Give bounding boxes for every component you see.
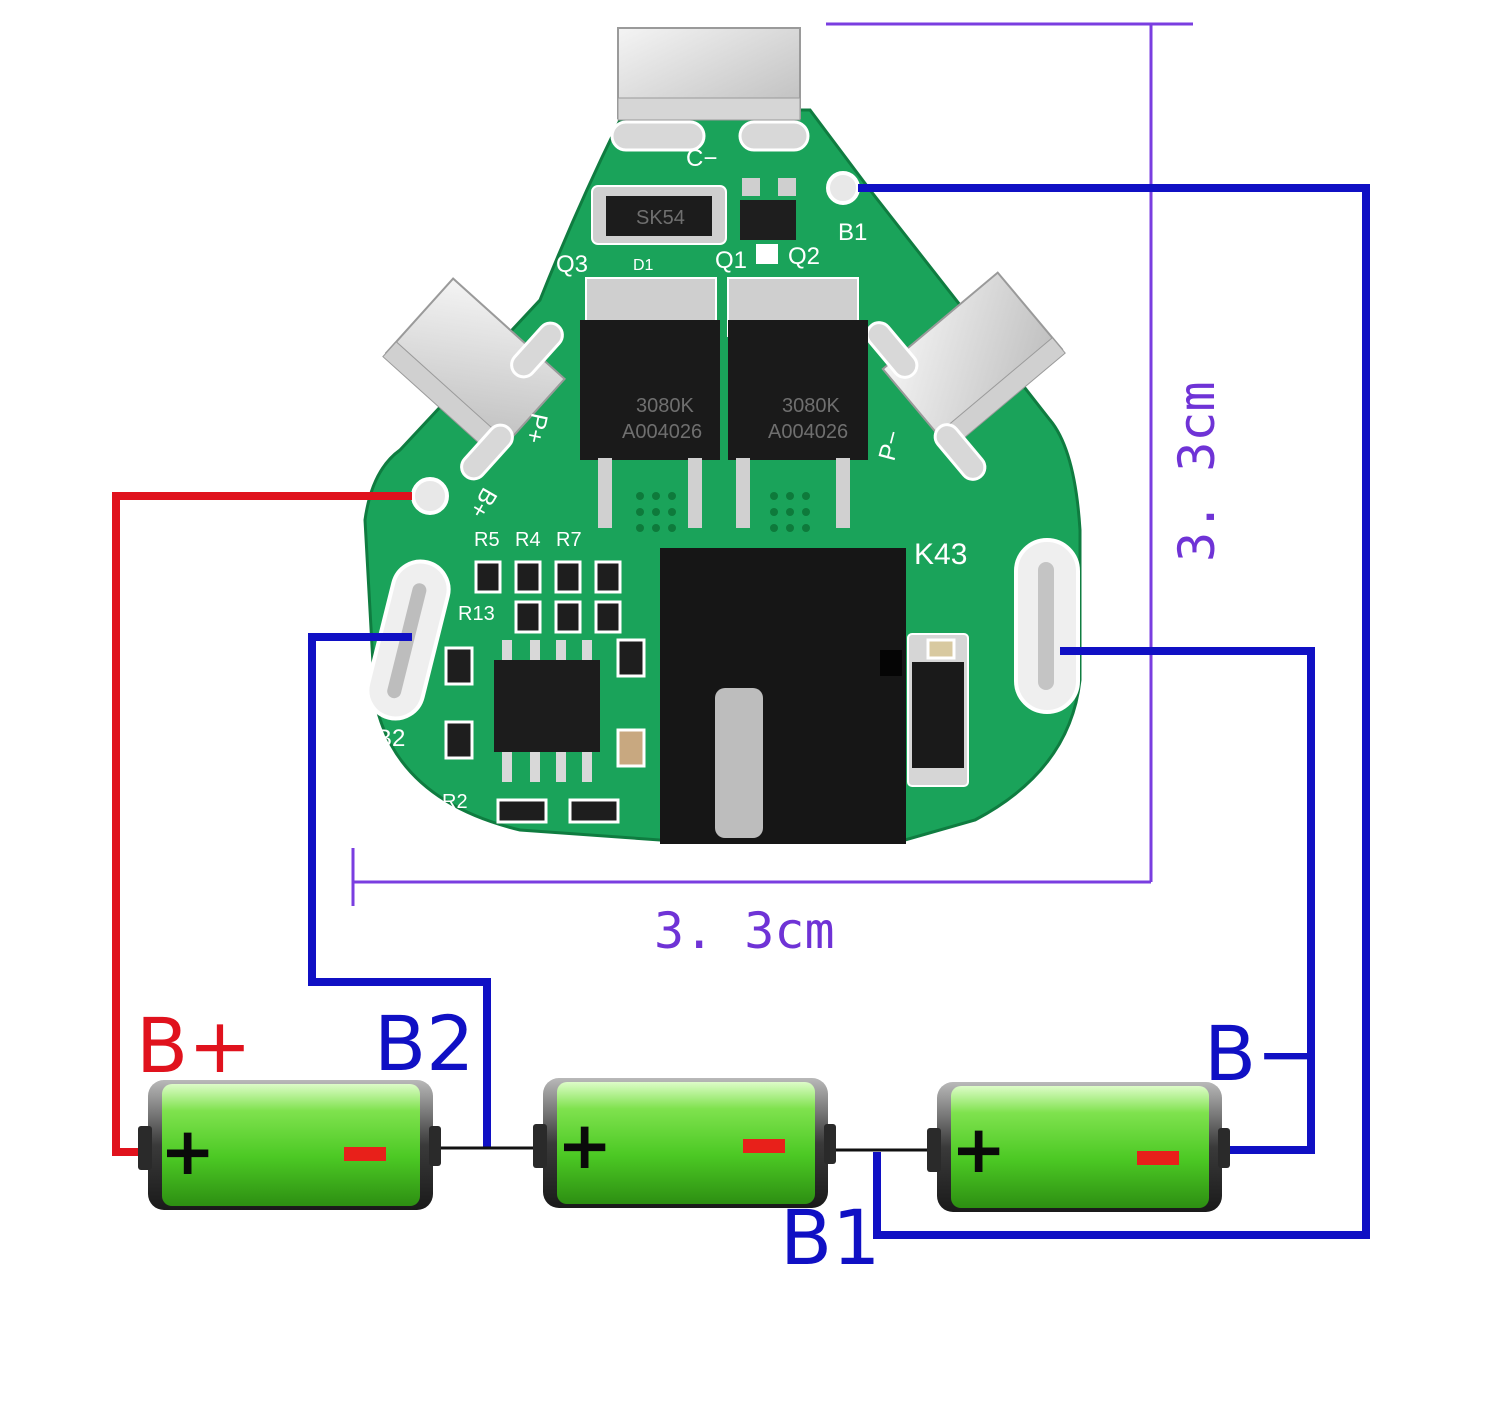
d1-diode: SK54 [591,185,727,245]
wire-label-b-minus: B− [1204,1009,1320,1098]
label-r13: R13 [458,603,495,625]
p-plus-terminal [382,277,567,458]
wire-b1 [858,184,1370,1239]
battery-2-minus-sign [743,1139,785,1153]
mosfet-right-mark-bottom: A004026 [768,421,848,443]
battery-3-plus-sign: + [951,1111,1006,1188]
wire-label-b-plus: B+ [136,1001,252,1090]
b-plus-solder-pad [411,477,449,515]
wire-b-minus [1060,647,1315,1154]
label-r2: R2 [442,791,468,813]
label-k43: K43 [914,538,967,571]
dimension-lines [351,22,1193,906]
pcb-board: SK54 3080K A004026 3080K A004026 [363,27,1082,844]
battery-3-minus-sign [1137,1151,1179,1165]
battery-1-minus-sign [344,1147,386,1161]
battery-1-plus-sign: + [160,1113,215,1190]
label-b2-board: B2 [376,725,405,752]
battery-cell-3: + − [927,1082,1230,1212]
mosfet-left: 3080K A004026 [580,320,720,528]
label-r4: R4 [515,529,541,551]
mosfet-right-mark-top: 3080K [782,395,840,417]
via-grid-left [636,492,676,532]
battery-cell-2: + − [533,1078,836,1208]
label-b1-board: B1 [838,219,867,246]
q1-transistor [740,200,796,240]
label-d1: D1 [633,257,654,274]
mosfet-right: 3080K A004026 [728,320,868,528]
smd-resistors [444,560,956,824]
wire-label-b2: B2 [374,999,475,1088]
b1-solder-pad [826,171,860,205]
mosfet-left-mark-bottom: A004026 [622,421,702,443]
c-minus-terminal [610,27,810,152]
height-dimension-label: 3. 3cm [1168,381,1226,562]
label-r7: R7 [556,529,582,551]
svg-text:SK54: SK54 [636,207,685,229]
wire-b-plus [112,492,412,1156]
label-r5: R5 [474,529,500,551]
mosfet-left-mark-top: 3080K [636,395,694,417]
dc-jack [660,548,906,844]
label-q2: Q2 [788,243,820,270]
battery-2-plus-sign: + [557,1107,612,1184]
label-q1: Q1 [715,247,747,274]
label-c-minus: C− [686,145,717,172]
label-p-plus: P+ [520,411,553,446]
battery-cell-1: + − [138,1080,441,1210]
width-dimension-label: 3. 3cm [654,902,835,960]
protection-ic [494,640,600,782]
label-q3: Q3 [556,251,588,278]
via-grid-right [770,492,810,532]
zener-diode [907,633,969,787]
wires [112,184,1370,1239]
wire-b2 [308,633,491,1148]
